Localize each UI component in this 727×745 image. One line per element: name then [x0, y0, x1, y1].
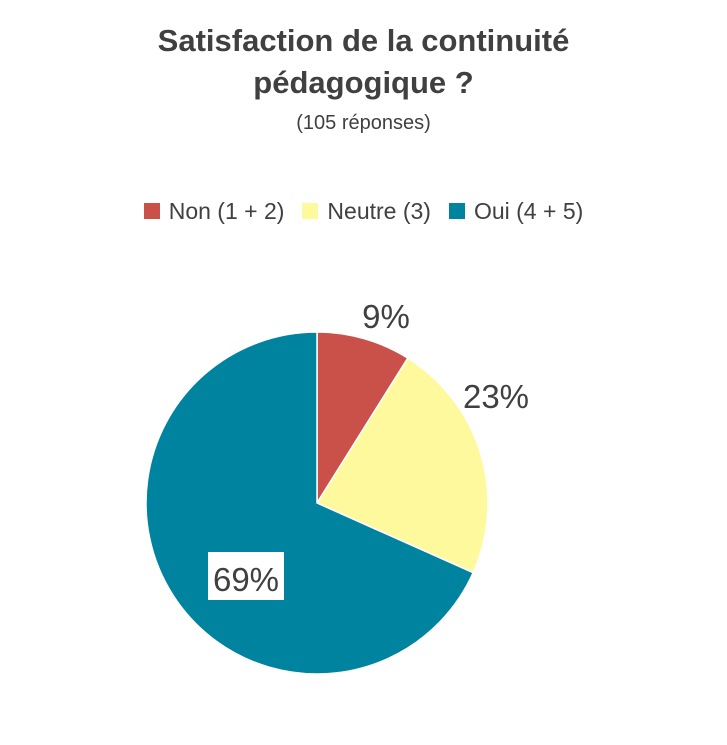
chart-title-line-1: Satisfaction de la continuité — [157, 23, 570, 58]
chart-title-line-2: pédagogique ? — [253, 65, 474, 100]
pie-slice-neutre[interactable] — [315, 357, 489, 574]
legend-item-non[interactable]: Non (1 + 2) — [143, 196, 285, 226]
data-label-non: 9% — [362, 298, 410, 335]
legend-swatch-neutre — [302, 203, 319, 219]
data-label-oui: 69% — [213, 561, 279, 598]
legend: Non (1 + 2) Neutre (3) Oui (4 + 5) — [0, 196, 727, 226]
legend-label-oui: Oui (4 + 5) — [473, 198, 584, 224]
legend-item-oui[interactable]: Oui (4 + 5) — [448, 196, 584, 226]
legend-label-non: Non (1 + 2) — [168, 198, 285, 224]
legend-item-neutre[interactable]: Neutre (3) — [302, 196, 431, 226]
data-label-box-oui — [208, 552, 284, 600]
chart-subtitle: (105 réponses) — [296, 112, 431, 134]
legend-label-neutre: Neutre (3) — [327, 198, 431, 224]
legend-swatch-oui — [448, 203, 465, 219]
data-label-neutre: 23% — [463, 378, 529, 415]
pie-slice-non[interactable] — [316, 331, 409, 506]
chart-title: Satisfaction de la continuité pédagogiqu… — [0, 20, 727, 104]
legend-swatch-non — [143, 203, 160, 219]
